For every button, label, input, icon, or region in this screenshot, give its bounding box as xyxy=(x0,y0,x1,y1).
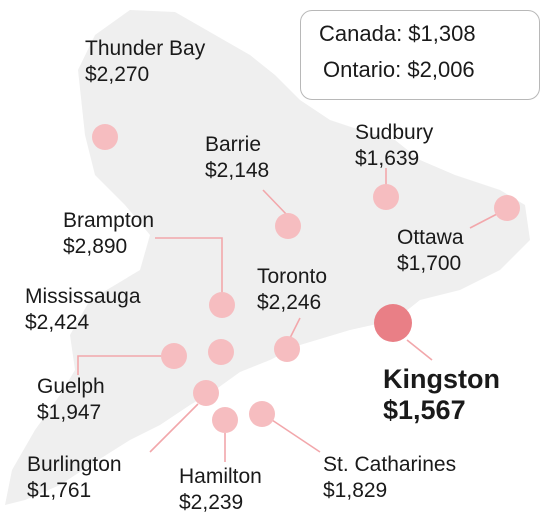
label-toronto: Toronto $2,246 xyxy=(257,264,327,316)
label-brampton: Brampton $2,890 xyxy=(63,208,154,260)
city-marker-st-catharines xyxy=(249,401,275,427)
label-mississauga: Mississauga $2,424 xyxy=(25,284,141,336)
label-kingston: Kingston $1,567 xyxy=(383,364,500,426)
label-burlington: Burlington $1,761 xyxy=(27,452,122,504)
city-name: Toronto xyxy=(257,265,328,288)
city-value: $2,239 xyxy=(179,491,244,514)
city-name: Thunder Bay xyxy=(85,37,206,60)
city-marker-hamilton xyxy=(212,407,238,433)
city-value: $1,567 xyxy=(383,395,466,425)
city-marker-burlington xyxy=(193,380,219,406)
city-value: $1,639 xyxy=(355,147,420,170)
leader-line-ottawa xyxy=(469,213,498,229)
city-marker-guelph xyxy=(161,343,187,369)
label-hamilton: Hamilton $2,239 xyxy=(179,464,262,516)
city-marker-thunder-bay xyxy=(92,124,118,150)
ontario-landmass xyxy=(5,10,530,505)
leader-line-guelph xyxy=(77,355,162,375)
label-ottawa: Ottawa $1,700 xyxy=(397,225,464,277)
label-st-catharines: St. Catharines $1,829 xyxy=(323,452,456,504)
city-marker-brampton xyxy=(209,292,235,318)
city-value: $2,424 xyxy=(25,311,90,334)
summary-box: Canada: $1,308 Ontario: $2,006 xyxy=(300,10,540,100)
label-barrie: Barrie $2,148 xyxy=(205,132,269,184)
city-name: Mississauga xyxy=(25,285,141,308)
city-marker-sudbury xyxy=(373,184,399,210)
label-sudbury: Sudbury $1,639 xyxy=(355,120,433,172)
city-marker-ottawa xyxy=(494,195,520,221)
city-name: Hamilton xyxy=(179,465,262,488)
city-value: $1,829 xyxy=(323,479,388,502)
city-value: $2,890 xyxy=(63,235,128,258)
summary-canada: Canada: $1,308 xyxy=(319,21,476,46)
leader-line-barrie xyxy=(262,189,289,217)
city-marker-kingston xyxy=(374,304,412,342)
leader-line-toronto xyxy=(289,317,301,339)
city-name: Ottawa xyxy=(397,226,464,249)
city-marker-barrie xyxy=(275,213,301,239)
leader-line-brampton xyxy=(155,237,223,293)
city-name: Kingston xyxy=(383,364,500,394)
city-name: Burlington xyxy=(27,453,122,476)
label-thunder-bay: Thunder Bay $2,270 xyxy=(85,36,205,88)
city-name: Barrie xyxy=(205,133,262,156)
city-value: $1,761 xyxy=(27,479,92,502)
label-guelph: Guelph $1,947 xyxy=(37,374,105,426)
city-name: Brampton xyxy=(63,209,155,232)
leader-line-st-catharines xyxy=(271,419,321,453)
city-value: $1,700 xyxy=(397,252,462,275)
city-value: $1,947 xyxy=(37,401,102,424)
city-name: Sudbury xyxy=(355,121,434,144)
city-name: Guelph xyxy=(37,375,105,398)
city-value: $2,246 xyxy=(257,291,322,314)
city-value: $2,148 xyxy=(205,159,270,182)
leader-line-kingston xyxy=(406,339,433,361)
leader-line-burlington xyxy=(149,403,199,453)
summary-ontario: Ontario: $2,006 xyxy=(323,57,475,82)
city-marker-toronto xyxy=(274,336,300,362)
city-name: St. Catharines xyxy=(323,453,457,476)
city-marker-mississauga xyxy=(208,339,234,365)
city-value: $2,270 xyxy=(85,63,150,86)
